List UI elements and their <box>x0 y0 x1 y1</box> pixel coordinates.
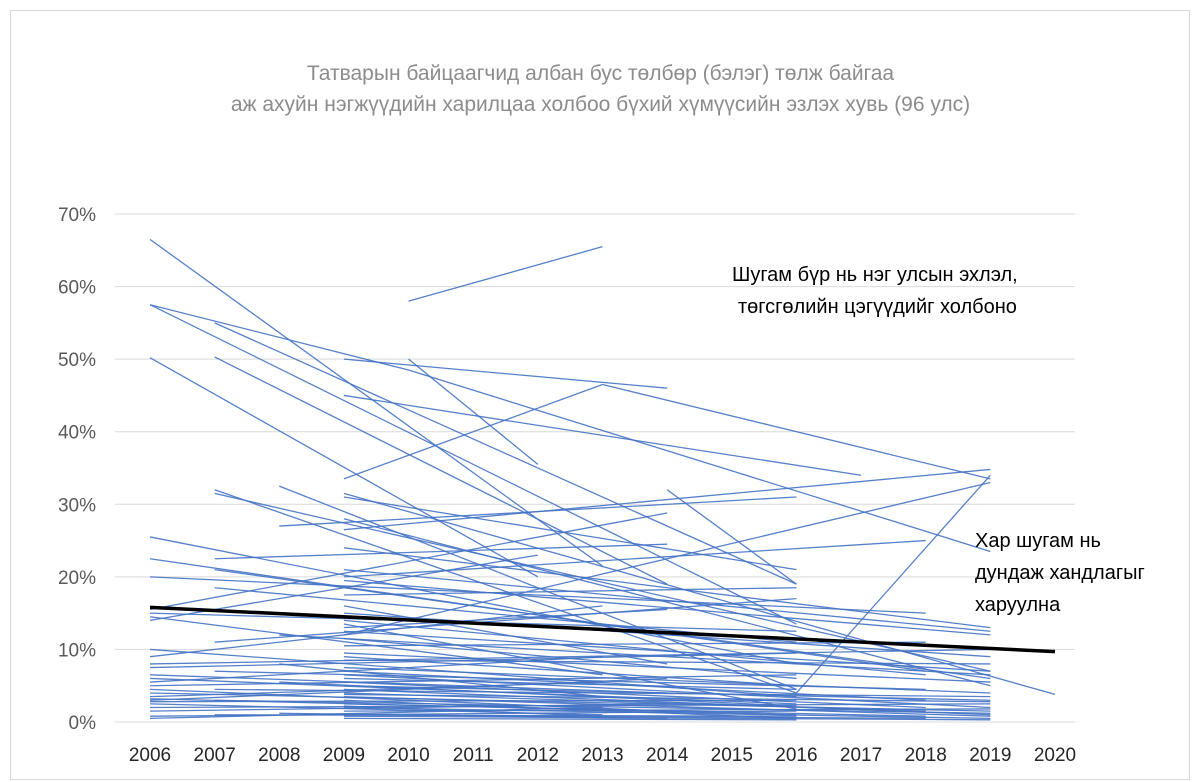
x-tick-label: 2007 <box>194 745 236 766</box>
chart-subtitle: аж ахуйн нэгжүүдийн харилцаа холбоо бүхи… <box>230 93 971 116</box>
y-tick-label: 40% <box>58 423 96 444</box>
annotation-trend-1: Хар шугам нь <box>975 530 1101 552</box>
country-line <box>343 587 797 596</box>
country-line <box>343 681 926 709</box>
country-line <box>149 706 603 720</box>
x-tick-label: 2020 <box>1034 745 1076 766</box>
country-line <box>214 688 991 698</box>
country-line <box>343 674 991 709</box>
country-line <box>343 688 991 716</box>
y-tick-label: 0% <box>69 713 97 734</box>
country-line <box>149 304 797 625</box>
x-tick-label: 2015 <box>711 745 753 766</box>
country-line <box>214 543 668 560</box>
annotation-trend-2: дундаж хандлагыг <box>975 562 1145 584</box>
country-line <box>343 717 797 721</box>
country-line <box>214 670 926 690</box>
country-line <box>343 706 991 720</box>
country-line <box>214 597 797 643</box>
y-tick-label: 10% <box>58 640 96 661</box>
country-line <box>149 357 539 578</box>
country-line <box>343 695 991 717</box>
country-line <box>214 322 797 585</box>
country-line <box>343 652 991 683</box>
country-line <box>343 383 603 480</box>
country-lines <box>149 238 1056 721</box>
chart-title: Татварын байцаагчид албан бус төлбөр (бэ… <box>306 62 895 85</box>
country-line <box>343 394 862 476</box>
country-line <box>343 693 991 703</box>
country-line <box>279 712 668 720</box>
x-tick-label: 2012 <box>517 745 559 766</box>
country-line <box>343 496 797 571</box>
country-line <box>149 656 603 683</box>
country-line <box>408 358 539 465</box>
average-trend-line <box>149 605 1056 654</box>
x-tick-label: 2011 <box>453 745 494 766</box>
chart-title-block: Татварын байцаагчид албан бус төлбөр (бэ… <box>0 58 1201 120</box>
y-tick-label: 70% <box>58 205 96 226</box>
x-tick-label: 2009 <box>323 745 365 766</box>
country-line <box>343 608 668 629</box>
x-tick-label: 2017 <box>840 745 882 766</box>
country-line <box>602 383 991 480</box>
country-line <box>149 692 991 712</box>
country-line <box>343 623 797 710</box>
country-line <box>343 492 1056 696</box>
country-line <box>408 246 603 302</box>
x-tick-label: 2008 <box>258 745 300 766</box>
country-line <box>149 576 926 614</box>
country-line <box>149 652 797 669</box>
country-line <box>343 659 991 665</box>
country-line <box>149 648 991 665</box>
y-tick-label: 60% <box>58 278 96 299</box>
country-line <box>279 634 991 676</box>
x-tick-label: 2019 <box>969 745 1011 766</box>
y-tick-label: 30% <box>58 495 96 516</box>
country-line <box>343 630 991 672</box>
country-line <box>343 677 797 690</box>
y-axis-ticks: 0% 10% 20% 30% 40% 50% 60% 70% <box>58 205 96 734</box>
annotation-trend-3: харуулна <box>975 594 1061 616</box>
country-line <box>795 474 991 694</box>
country-line <box>343 358 668 389</box>
x-tick-label: 2010 <box>387 745 429 766</box>
country-line <box>408 369 991 553</box>
country-line <box>343 518 991 687</box>
country-line <box>149 703 668 712</box>
country-line <box>149 677 668 701</box>
y-tick-label: 20% <box>58 568 96 589</box>
country-line <box>343 641 926 647</box>
country-line <box>149 536 797 665</box>
country-line <box>343 605 668 665</box>
country-line <box>666 489 797 585</box>
country-line <box>279 681 797 707</box>
country-line <box>343 705 603 717</box>
y-tick-label: 50% <box>58 350 96 371</box>
x-tick-label: 2016 <box>775 745 817 766</box>
country-line <box>343 547 991 629</box>
x-axis-ticks: 2006 2007 2008 2009 2010 2011 2012 2013 2014 2015… <box>129 745 1076 766</box>
country-line <box>149 304 409 371</box>
annotation-lines-1b: төгсгөлийн цэгүүдийг холбоно <box>738 296 1017 318</box>
x-tick-label: 2006 <box>129 745 171 766</box>
country-line <box>149 605 603 658</box>
country-line <box>214 699 991 714</box>
country-line <box>343 656 797 687</box>
country-line <box>214 714 797 717</box>
x-tick-label: 2014 <box>646 745 689 766</box>
x-tick-label: 2018 <box>905 745 947 766</box>
country-line <box>279 663 603 698</box>
country-line <box>149 512 668 611</box>
country-line <box>149 674 797 687</box>
country-line <box>343 468 991 531</box>
trend-line-group <box>149 605 1056 654</box>
annotation-lines-1a: Шугам бүр нь нэг улсын эхлэл, <box>732 264 1018 286</box>
x-tick-label: 2013 <box>581 745 623 766</box>
